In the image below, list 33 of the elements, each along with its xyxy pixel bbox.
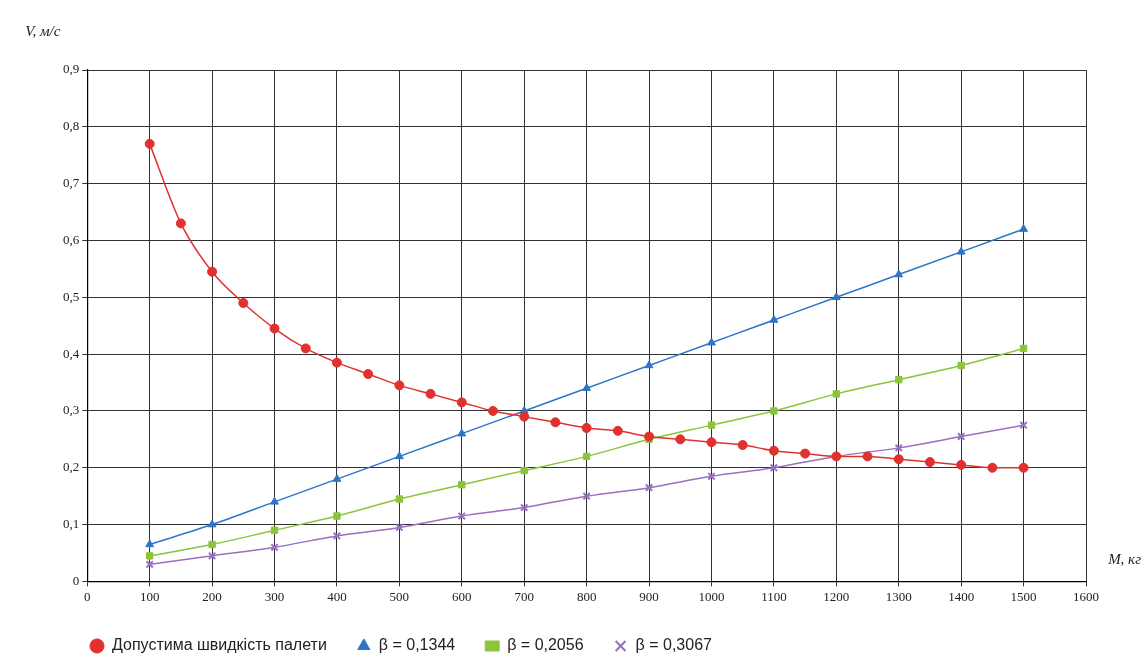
x-tick-label: 1000 <box>698 588 725 604</box>
x-tick-label: 1400 <box>948 588 975 604</box>
y-tick-label: 0,9 <box>63 61 80 77</box>
y-tick-label: 0,4 <box>63 345 80 361</box>
x-tick-label: 1300 <box>885 588 912 604</box>
y-tick-label: 0 <box>72 572 80 588</box>
legend-label: Допустима швидкість палети <box>112 636 327 654</box>
x-tick-label: 300 <box>264 588 285 604</box>
y-tick-label: 0,8 <box>63 118 80 134</box>
x-tick-label: 900 <box>639 588 659 604</box>
x-tick-label: 700 <box>514 588 534 604</box>
x-tick-label: 600 <box>452 588 472 604</box>
x-tick-label: 400 <box>327 588 347 604</box>
x-tick-label: 100 <box>139 588 160 604</box>
x-tick-label: 1200 <box>823 588 850 604</box>
x-tick-label: 1500 <box>1010 588 1037 604</box>
x-axis-title: M, кг <box>1107 550 1142 567</box>
y-tick-label: 0,5 <box>63 288 80 304</box>
x-tick-label: 1600 <box>1073 588 1099 604</box>
y-tick-label: 0,6 <box>63 231 80 247</box>
x-tick-label: 800 <box>576 588 597 604</box>
y-tick-label: 0,3 <box>63 402 80 418</box>
legend-label: β = 0,3067 <box>635 636 713 654</box>
y-tick-label: 0,1 <box>63 516 80 531</box>
x-tick-label: 200 <box>202 588 222 604</box>
x-tick-label: 1100 <box>761 588 787 604</box>
y-tick-label: 0,2 <box>63 459 80 475</box>
x-tick-label: 500 <box>389 588 410 604</box>
x-tick-label: 0 <box>84 588 91 604</box>
legend-label: β = 0,1344 <box>378 636 456 654</box>
y-tick-label: 0,7 <box>63 175 80 191</box>
legend-label: β = 0,2056 <box>507 636 584 654</box>
y-axis-title: V, м/с <box>25 23 61 40</box>
